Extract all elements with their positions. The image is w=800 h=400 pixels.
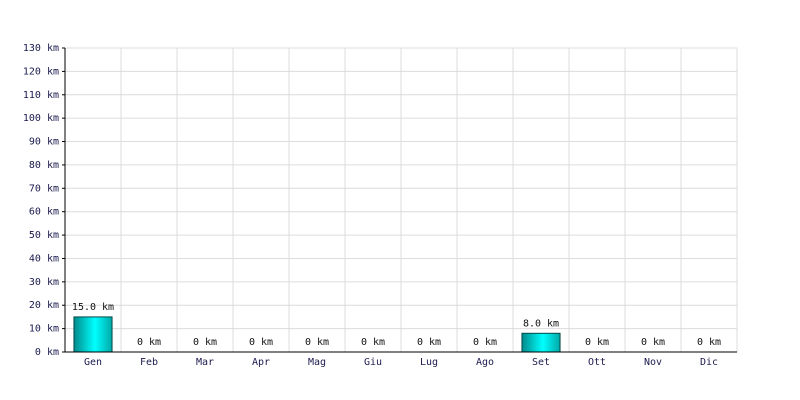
x-tick-label: Mar (196, 357, 214, 368)
bar (521, 332, 561, 353)
x-tick-label: Feb (140, 357, 158, 368)
y-tick-label: 60 km (29, 207, 59, 218)
grid (62, 47, 738, 353)
value-label: 0 km (361, 337, 385, 348)
value-label: 0 km (585, 337, 609, 348)
y-tick-label: 90 km (29, 137, 59, 148)
value-label: 15.0 km (72, 302, 114, 313)
x-tick-label: Dic (700, 357, 718, 368)
y-tick-label: 110 km (23, 90, 59, 101)
x-tick-label: Ott (588, 357, 606, 368)
value-label: 0 km (641, 337, 665, 348)
x-tick-label: Lug (420, 357, 438, 368)
y-tick-label: 130 km (23, 43, 59, 54)
y-tick-label: 10 km (29, 324, 59, 335)
y-tick-label: 120 km (23, 66, 59, 77)
value-label: 0 km (697, 337, 721, 348)
y-tick-label: 40 km (29, 253, 59, 264)
y-tick-label: 50 km (29, 230, 59, 241)
x-tick-label: Ago (476, 357, 494, 368)
marks (73, 316, 561, 353)
bar (73, 316, 113, 353)
y-tick-label: 20 km (29, 300, 59, 311)
x-tick-label: Nov (644, 357, 662, 368)
y-tick-label: 70 km (29, 183, 59, 194)
y-tick-label: 0 km (35, 347, 59, 358)
value-label: 0 km (137, 337, 161, 348)
y-tick-label: 80 km (29, 160, 59, 171)
value-label: 0 km (473, 337, 497, 348)
value-label: 8.0 km (523, 318, 559, 329)
value-label: 0 km (193, 337, 217, 348)
x-tick-label: Giu (364, 357, 382, 368)
x-tick-label: Mag (308, 357, 326, 368)
value-label: 0 km (305, 337, 329, 348)
y-tick-label: 30 km (29, 277, 59, 288)
value-label: 0 km (249, 337, 273, 348)
x-tick-label: Set (532, 357, 550, 368)
x-tick-label: Apr (252, 357, 270, 368)
y-tick-label: 100 km (23, 113, 59, 124)
x-tick-label: Gen (84, 357, 102, 368)
value-label: 0 km (417, 337, 441, 348)
